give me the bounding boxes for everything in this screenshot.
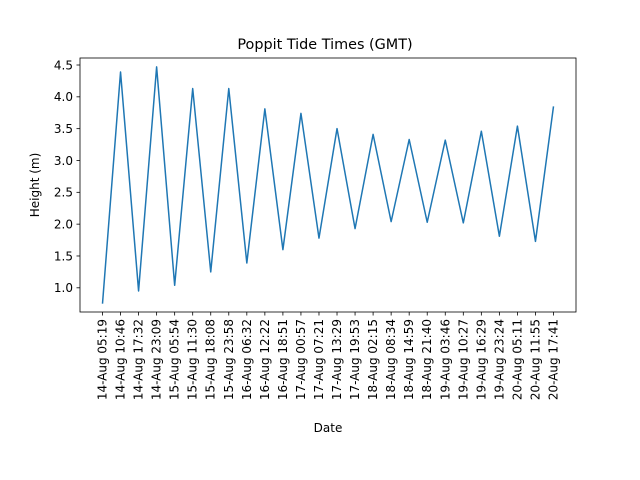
- y-axis-label: Height (m): [28, 153, 42, 218]
- x-tick-label: 14-Aug 10:46: [114, 319, 128, 400]
- y-axis: 1.0 1.5 2.0 2.5 3.0 3.5 4.0 4.5: [54, 58, 80, 295]
- x-tick-label: 15-Aug 18:08: [204, 319, 218, 400]
- tide-height-line: [101, 66, 555, 304]
- series-layer: [101, 66, 555, 304]
- x-tick-label: 17-Aug 19:53: [348, 319, 362, 400]
- y-tick-label: 4.5: [54, 58, 73, 72]
- y-tick-label: 1.0: [54, 281, 73, 295]
- x-tick-label: 15-Aug 05:54: [168, 319, 182, 400]
- plot-frame: [79, 57, 577, 313]
- x-tick-label: 15-Aug 23:58: [222, 319, 236, 400]
- x-tick-label: 20-Aug 17:41: [547, 319, 561, 400]
- x-tick-label: 17-Aug 13:29: [330, 319, 344, 400]
- x-tick-label: 17-Aug 00:57: [294, 319, 308, 400]
- x-tick-label: 14-Aug 05:19: [96, 319, 110, 400]
- x-tick-label: 20-Aug 11:55: [528, 319, 542, 400]
- x-tick-label: 16-Aug 12:22: [258, 319, 272, 400]
- y-tick-label: 3.5: [54, 122, 73, 136]
- y-tick-label: 2.0: [54, 217, 73, 231]
- x-tick-label: 18-Aug 08:34: [384, 319, 398, 400]
- x-tick-label: 16-Aug 06:32: [240, 319, 254, 400]
- x-tick-label: 17-Aug 07:21: [312, 319, 326, 400]
- x-tick-label: 19-Aug 23:24: [492, 319, 506, 400]
- x-tick-label: 14-Aug 23:09: [150, 319, 164, 400]
- y-tick-label: 3.0: [54, 154, 73, 168]
- x-tick-label: 20-Aug 05:11: [510, 319, 524, 400]
- x-tick-label: 18-Aug 14:59: [402, 319, 416, 400]
- x-tick-label: 19-Aug 16:29: [474, 319, 488, 400]
- x-tick-label: 16-Aug 18:51: [276, 319, 290, 400]
- y-tick-label: 4.0: [54, 90, 73, 104]
- x-tick-label: 14-Aug 17:32: [132, 319, 146, 400]
- x-tick-label: 18-Aug 21:40: [420, 319, 434, 400]
- x-axis-label: Date: [314, 421, 343, 435]
- x-tick-label: 18-Aug 02:15: [366, 319, 380, 400]
- x-axis: 14-Aug 05:19 14-Aug 10:46 14-Aug 17:32 14-A…: [96, 312, 561, 400]
- x-tick-label: 19-Aug 03:46: [438, 319, 452, 400]
- chart-title: Poppit Tide Times (GMT): [237, 37, 412, 53]
- y-tick-label: 2.5: [54, 186, 73, 200]
- y-tick-label: 1.5: [54, 249, 73, 263]
- x-tick-label: 19-Aug 10:27: [456, 319, 470, 400]
- x-tick-label: 15-Aug 11:30: [186, 319, 200, 400]
